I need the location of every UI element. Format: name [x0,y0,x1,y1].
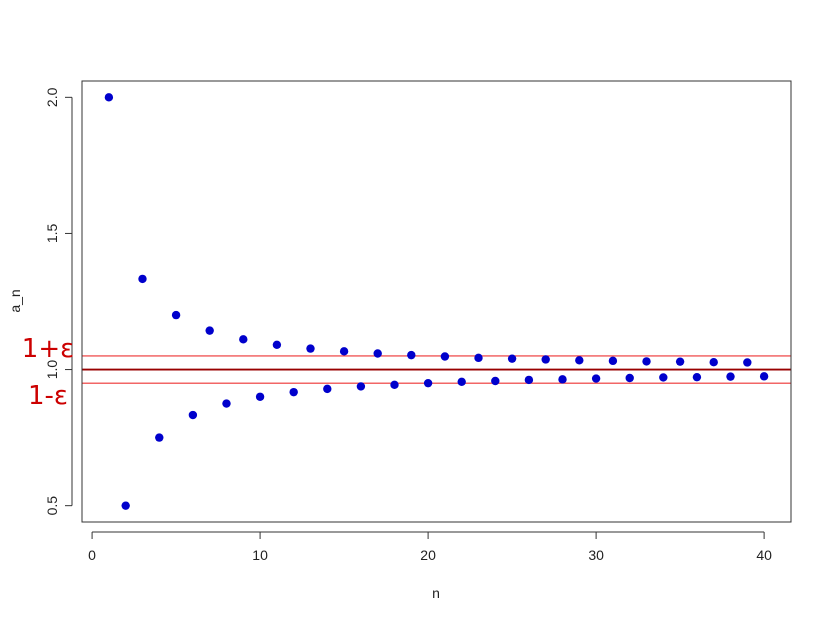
data-point-15 [339,347,349,356]
data-point-30 [591,374,601,383]
data-point-40 [759,372,769,381]
x-tick-label-4: 40 [756,547,772,563]
data-point-21 [440,352,450,361]
data-point-13 [306,344,315,353]
data-point-37 [709,358,718,367]
data-point-2 [121,501,130,510]
y-tick-label-3: 2.0 [44,87,60,107]
data-point-1 [104,93,114,102]
data-point-20 [423,378,433,388]
y-tick-label-2: 1.5 [44,224,60,244]
x-tick-label-3: 30 [588,547,604,563]
data-point-34 [659,373,668,382]
data-point-16 [356,382,366,391]
data-point-8 [222,399,231,408]
data-point-26 [524,375,534,385]
data-point-22 [457,377,466,387]
y-axis: 0.5 1.0 1.5 2.0 [44,87,73,516]
data-point-3 [138,274,147,284]
x-tick-label-0: 0 [88,547,96,563]
data-point-33 [642,357,651,366]
data-point-14 [323,384,332,394]
data-point-18 [390,380,399,389]
data-point-4 [155,433,164,442]
data-point-7 [205,326,214,335]
data-point-19 [407,350,416,360]
data-point-25 [507,354,517,363]
data-point-24 [491,376,500,386]
data-point-36 [692,372,702,382]
data-point-23 [474,353,483,363]
data-point-17 [373,349,382,358]
reference-lines [82,355,791,384]
x-axis-label: n [432,585,440,601]
data-point-27 [541,355,550,364]
x-tick-label-1: 10 [252,547,268,563]
data-point-38 [726,372,735,381]
x-axis: 0 10 20 30 40 [88,531,772,563]
data-point-12 [289,387,298,397]
data-point-29 [575,356,584,365]
y-tick-label-0: 0.5 [44,496,60,516]
annotation-upper-epsilon: 1+ε [22,334,74,364]
data-point-6 [188,410,198,420]
plot-frame [81,80,792,523]
data-point-32 [625,373,634,383]
data-point-31 [608,356,618,366]
y-tick-label-1: 1.0 [44,360,60,380]
data-point-35 [675,357,685,366]
data-point-11 [272,340,282,349]
data-point-5 [171,310,181,320]
data-point-39 [743,358,752,367]
data-points [104,93,769,510]
annotations: 1+ε 1-ε [22,334,74,411]
x-tick-label-2: 20 [420,547,436,563]
y-axis-label: a_n [7,289,23,312]
data-point-9 [239,335,248,344]
annotation-lower-epsilon: 1-ε [28,381,68,411]
data-point-10 [255,392,265,401]
data-point-28 [558,375,567,384]
